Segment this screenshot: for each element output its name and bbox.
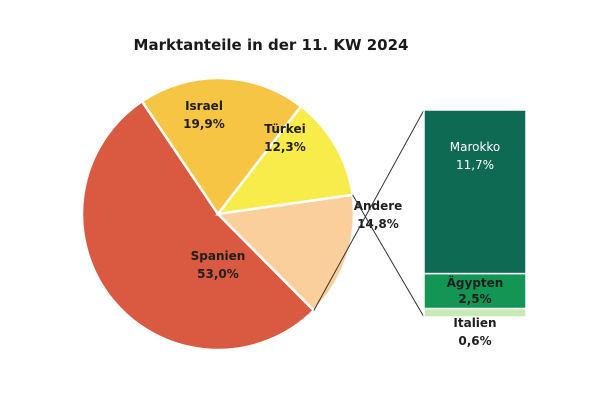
segment-label-marokko: Marokko — [450, 140, 501, 154]
pie-slice-spanien — [80, 99, 316, 352]
pie-slice-tuerkei — [215, 104, 355, 216]
slice-value-tuerkei: 12,3% — [264, 140, 306, 154]
slice-label-spanien: Spanien — [191, 249, 246, 263]
pie-slice-andere — [215, 193, 356, 313]
slice-value-spanien: 53,0% — [197, 267, 239, 281]
chart-title: Marktanteile in der 11. KW 2024 — [134, 36, 409, 54]
bar-segment-italien — [423, 307, 527, 318]
connector-line-bottom — [352, 194, 425, 318]
slice-label-andere: Andere — [354, 199, 403, 213]
slice-value-andere: 14,8% — [357, 217, 399, 231]
breakdown-bar: Marokko 11,7% Ägypten 2,5% Italien 0,6% — [423, 109, 527, 348]
segment-label-italien: Italien — [453, 316, 496, 330]
slice-label-israel: Israel — [185, 99, 223, 113]
bar-segment-marokko — [423, 109, 527, 275]
segment-value-italien: 0,6% — [458, 334, 491, 348]
connector-line-top — [313, 109, 425, 311]
pie-chart: Spanien 53,0% Israel 19,9% Türkei 12,3% Andere… — [80, 76, 403, 352]
segment-value-marokko: 11,7% — [456, 158, 494, 172]
segment-label-aegypten: Ägypten — [447, 275, 504, 290]
breakdown-connectors — [313, 109, 425, 318]
segment-value-aegypten: 2,5% — [458, 292, 491, 306]
bar-segment-aegypten — [423, 272, 527, 310]
slice-label-tuerkei: Türkei — [264, 122, 305, 136]
slice-value-israel: 19,9% — [183, 117, 225, 131]
pie-slice-israel — [140, 76, 303, 217]
